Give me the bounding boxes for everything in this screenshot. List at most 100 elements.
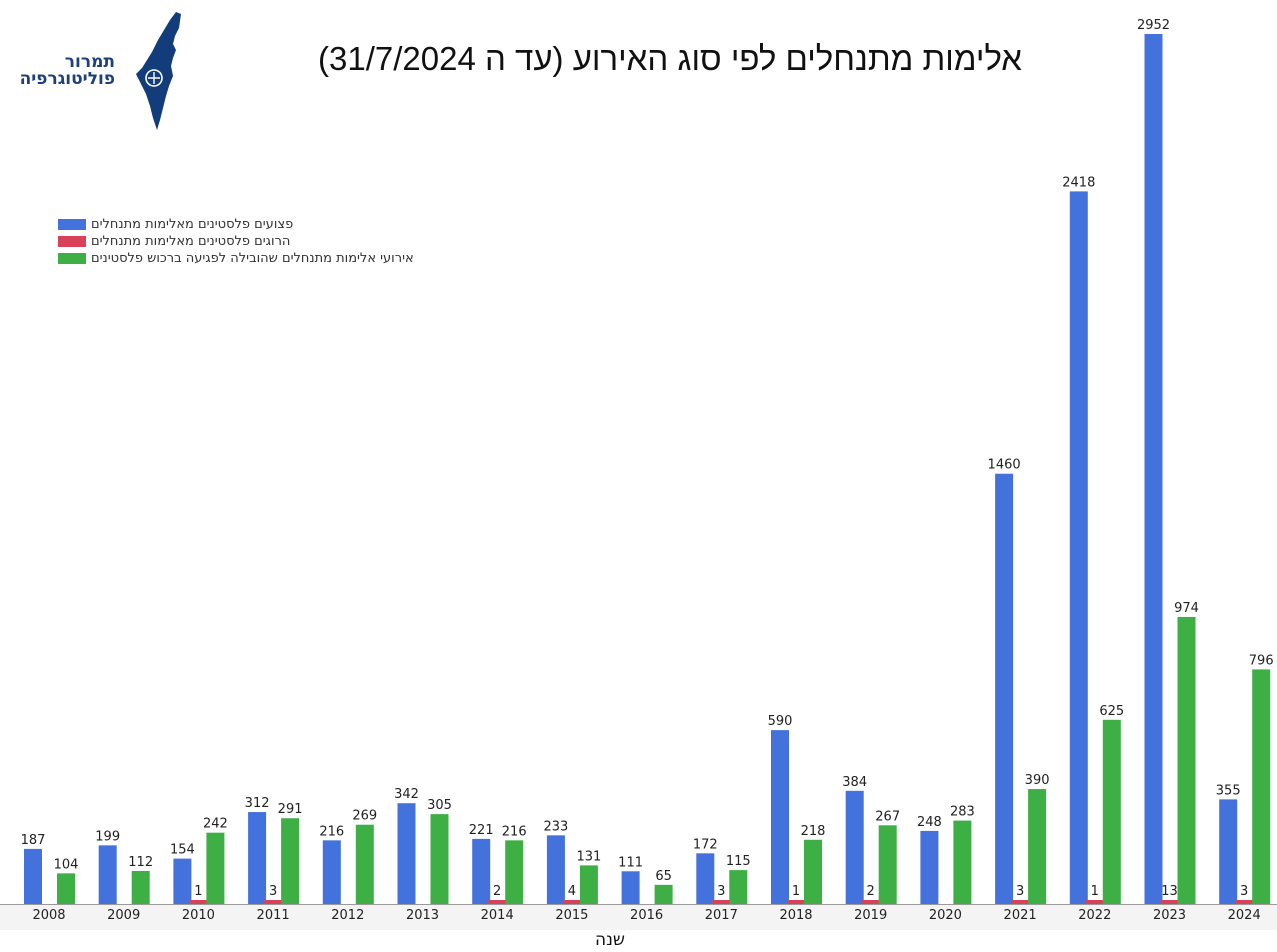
bar-0-2018 xyxy=(771,730,789,904)
bar-1-2022 xyxy=(1085,900,1104,904)
data-label-0-2023: 2952 xyxy=(1137,18,1170,33)
bar-2-2010 xyxy=(206,832,225,904)
legend-swatch-killed xyxy=(58,236,86,247)
bar-0-2014 xyxy=(472,838,491,904)
data-label-0-2017: 172 xyxy=(693,837,718,852)
bar-0-2008 xyxy=(24,848,42,904)
legend-item-killed: הרוגים פלסטינים מאלימות מתנחלים xyxy=(58,233,414,250)
bar-1-2021 xyxy=(1011,900,1030,904)
bar-0-2011 xyxy=(248,812,267,904)
bar-2-2012 xyxy=(355,824,374,904)
data-label-2-2013: 305 xyxy=(427,798,452,813)
x-tick-2010: 2010 xyxy=(182,908,215,923)
data-label-2-2011: 291 xyxy=(278,802,303,817)
logo-emblem-icon xyxy=(145,69,163,87)
bar-2-2017 xyxy=(729,870,748,904)
data-label-0-2016: 111 xyxy=(618,855,643,870)
bar-1-2011 xyxy=(264,900,283,904)
bar-2-2018 xyxy=(804,839,822,904)
data-label-0-2010: 154 xyxy=(170,843,195,858)
legend-item-property: אירועי אלימות מתנחלים שהובילה לפגיעה ברכ… xyxy=(58,250,414,267)
bar-0-2009 xyxy=(98,845,117,904)
chart-title: אלימות מתנחלים לפי סוג האירוע (עד ה 31/7… xyxy=(317,40,1022,77)
data-label-2-2016: 65 xyxy=(655,869,672,884)
bar-0-2010 xyxy=(173,858,192,904)
bar-2-2015 xyxy=(579,865,598,904)
x-tick-2009: 2009 xyxy=(107,908,140,923)
legend-item-injured: פצועים פלסטינים מאלימות מתנחלים xyxy=(58,216,414,233)
x-axis-label: שנה xyxy=(595,930,625,950)
data-label-2-2018: 218 xyxy=(801,824,826,839)
data-label-0-2021: 1460 xyxy=(988,458,1021,473)
bar-0-2012 xyxy=(322,840,341,904)
legend-swatch-injured xyxy=(58,219,86,230)
x-axis-band xyxy=(0,904,1277,930)
x-tick-2024: 2024 xyxy=(1228,908,1261,923)
bar-2-2013 xyxy=(430,814,449,904)
bar-0-2022 xyxy=(1069,191,1088,904)
bar-1-2010 xyxy=(189,900,208,904)
bar-2-2024 xyxy=(1252,669,1271,904)
bar-1-2019 xyxy=(861,900,880,904)
data-label-2-2014: 216 xyxy=(502,824,527,839)
data-label-2-2012: 269 xyxy=(352,809,377,824)
data-label-1-2010: 1 xyxy=(194,884,202,899)
data-label-2-2020: 283 xyxy=(950,805,975,820)
x-tick-2022: 2022 xyxy=(1078,908,1111,923)
data-label-0-2024: 355 xyxy=(1216,783,1241,798)
data-label-1-2023: 13 xyxy=(1161,884,1178,899)
bar-chart: 1871042008199112200915412422010312329120… xyxy=(0,18,1277,930)
bar-1-2014 xyxy=(488,900,507,904)
bar-0-2016 xyxy=(621,871,640,904)
data-label-1-2024: 3 xyxy=(1240,884,1248,899)
data-label-1-2021: 3 xyxy=(1016,884,1024,899)
data-label-2-2017: 115 xyxy=(726,854,751,869)
data-label-0-2015: 233 xyxy=(543,819,568,834)
bar-2-2020 xyxy=(953,820,972,904)
data-label-2-2022: 625 xyxy=(1099,704,1124,719)
data-label-2-2023: 974 xyxy=(1174,601,1199,616)
logo-text-line2: פוליטוגרפיה xyxy=(19,69,115,89)
bar-0-2013 xyxy=(397,803,416,904)
legend-label-injured: פצועים פלסטינים מאלימות מתנחלים xyxy=(91,217,294,232)
data-label-1-2015: 4 xyxy=(568,884,576,899)
logo-emblem-arrows-icon xyxy=(148,72,160,84)
data-label-1-2011: 3 xyxy=(269,884,277,899)
bar-0-2015 xyxy=(546,835,565,904)
bar-2-2022 xyxy=(1102,719,1121,904)
bar-0-2021 xyxy=(995,473,1014,904)
x-tick-2008: 2008 xyxy=(32,908,65,923)
x-tick-2016: 2016 xyxy=(630,908,663,923)
x-tick-2014: 2014 xyxy=(481,908,514,923)
bar-0-2020 xyxy=(920,830,939,904)
legend-label-property: אירועי אלימות מתנחלים שהובילה לפגיעה ברכ… xyxy=(91,251,414,266)
data-label-0-2009: 199 xyxy=(95,829,120,844)
data-label-0-2019: 384 xyxy=(842,775,867,790)
bar-2-2009 xyxy=(131,870,150,904)
bar-0-2017 xyxy=(696,853,715,904)
bar-2-2019 xyxy=(878,825,897,904)
bar-1-2018 xyxy=(787,900,805,904)
bar-2-2021 xyxy=(1028,789,1047,904)
data-label-1-2019: 2 xyxy=(867,884,875,899)
israel-map-logo xyxy=(136,12,181,130)
bar-1-2017 xyxy=(712,900,731,904)
data-label-0-2013: 342 xyxy=(394,787,419,802)
data-label-0-2014: 221 xyxy=(469,823,494,838)
bar-2-2023 xyxy=(1177,616,1196,904)
data-label-2-2019: 267 xyxy=(875,809,900,824)
x-tick-2012: 2012 xyxy=(331,908,364,923)
x-tick-2019: 2019 xyxy=(854,908,887,923)
bar-0-2024 xyxy=(1219,799,1238,904)
bar-2-2011 xyxy=(281,818,300,904)
bar-1-2023 xyxy=(1160,900,1179,904)
bar-2-2014 xyxy=(505,840,524,904)
chart-legend: פצועים פלסטינים מאלימות מתנחלים הרוגים פ… xyxy=(58,216,414,267)
data-label-2-2015: 131 xyxy=(576,849,601,864)
data-label-2-2009: 112 xyxy=(128,855,153,870)
x-tick-2023: 2023 xyxy=(1153,908,1186,923)
bar-2-2016 xyxy=(654,884,673,904)
x-tick-2017: 2017 xyxy=(705,908,738,923)
legend-label-killed: הרוגים פלסטינים מאלימות מתנחלים xyxy=(91,234,291,249)
data-label-1-2014: 2 xyxy=(493,884,501,899)
